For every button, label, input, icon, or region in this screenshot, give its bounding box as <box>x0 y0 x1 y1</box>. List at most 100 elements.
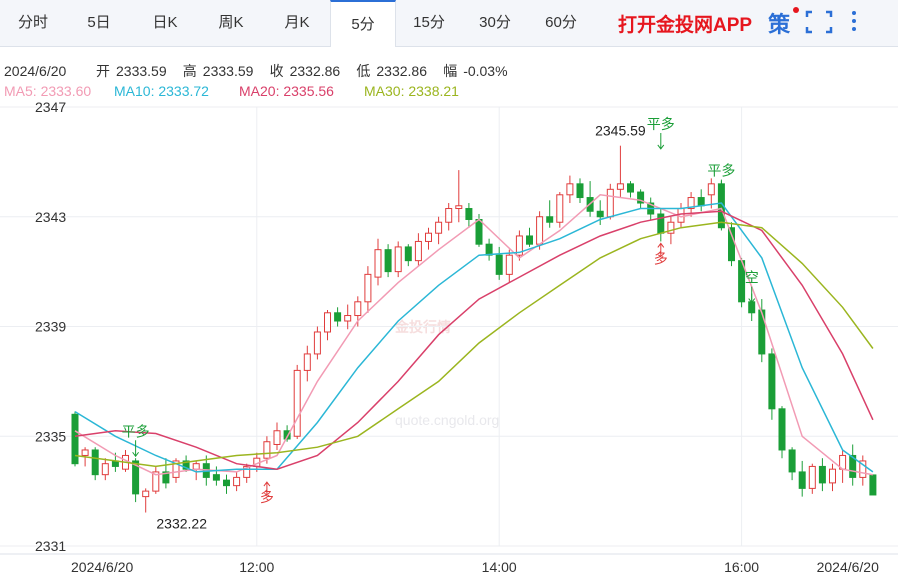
min-label: 2332.22 <box>156 516 207 532</box>
candle-body <box>849 454 857 478</box>
candle-body <box>182 460 190 470</box>
candle-body <box>172 460 180 478</box>
candle-body <box>293 369 301 437</box>
legend-entry: MA30: 2338.21 <box>364 83 459 99</box>
candle-body <box>778 408 786 451</box>
signal-label: 平多 <box>122 423 150 439</box>
tab[interactable]: 月K <box>284 14 310 31</box>
x-tick-label: 2024/6/20 <box>817 559 879 575</box>
x-tick-label: 14:00 <box>482 559 517 575</box>
macd-label: MACD <box>22 577 63 579</box>
candle-body <box>576 183 584 199</box>
candle-body <box>192 463 200 470</box>
candle-body <box>748 301 756 314</box>
y-tick-label: 2347 <box>35 99 66 115</box>
x-tick-label: 2024/6/20 <box>71 559 133 575</box>
tab[interactable]: 30分 <box>479 14 511 31</box>
tab[interactable]: 5日 <box>87 14 111 31</box>
candle-body <box>657 213 665 234</box>
candle-body <box>546 216 554 223</box>
signal-label: 空 <box>745 270 759 286</box>
candle-body <box>243 465 251 478</box>
candle-body <box>637 191 645 204</box>
ma-line <box>74 194 874 476</box>
x-tick-label: 16:00 <box>724 559 759 575</box>
candle-body <box>707 183 715 196</box>
info-label: 开 <box>96 63 110 79</box>
candle-body <box>869 474 877 496</box>
candle-body <box>556 194 564 223</box>
candle-body <box>515 235 523 256</box>
info-date: 2024/6/20 <box>4 63 66 79</box>
candle-body <box>485 243 493 256</box>
candle-body <box>162 471 170 484</box>
candle-body <box>758 309 766 355</box>
candle-body <box>394 246 402 273</box>
candle-body <box>435 221 443 234</box>
candle-body <box>606 188 614 218</box>
candle-body <box>697 197 705 207</box>
info-value: -0.03% <box>463 63 507 79</box>
candle-body <box>465 208 473 220</box>
candle-body <box>263 441 271 459</box>
candle-body <box>313 331 321 355</box>
signal-arrow <box>263 481 271 497</box>
candle-body <box>808 465 816 489</box>
strategy-button[interactable]: 策 <box>768 12 791 37</box>
info-label: 低 <box>356 63 370 79</box>
candle-body <box>768 353 776 410</box>
candle-body <box>91 449 99 476</box>
info-value: 2333.59 <box>116 63 167 79</box>
candle-body <box>152 471 160 492</box>
info-label: 幅 <box>443 63 457 79</box>
icons[interactable] <box>792 6 862 36</box>
tab[interactable]: 5分 <box>330 0 396 47</box>
candle-body <box>505 254 513 275</box>
legend-entry: MA5: 2333.60 <box>4 83 91 99</box>
candle-body <box>81 449 89 456</box>
candle-body <box>425 232 432 242</box>
info-value: 2333.59 <box>203 63 254 79</box>
signal-arrow <box>657 132 665 150</box>
candle-body <box>536 216 544 245</box>
candle-body <box>495 254 503 275</box>
macd-label: MACD: -0.07 <box>330 577 411 579</box>
candle-body <box>101 463 109 476</box>
signal-label: 多 <box>260 489 274 505</box>
toolbar-icons[interactable] <box>792 6 862 41</box>
candle-body <box>829 468 836 484</box>
candle-body <box>71 413 79 465</box>
ma-line <box>74 202 874 473</box>
candle-body <box>404 246 412 262</box>
signal-label: 平多 <box>647 116 675 132</box>
signal-arrow <box>132 440 139 458</box>
chart: 2024/6/20 开 2333.59 高 2333.59 收 2332.86 低 2332.8… <box>0 63 898 579</box>
candle-body <box>223 479 230 487</box>
ma-line <box>74 210 874 470</box>
y-tick-label: 2335 <box>35 428 66 444</box>
candle-body <box>596 210 604 218</box>
signal-arrow <box>748 286 756 304</box>
info-value: 2332.86 <box>290 63 341 79</box>
candle-body <box>324 312 331 333</box>
candle-body <box>273 430 281 445</box>
candle-body <box>374 249 382 278</box>
legend-entry: MA20: 2335.56 <box>239 83 334 99</box>
candle-body <box>859 460 867 478</box>
candle-body <box>354 301 362 317</box>
tab[interactable]: 日K <box>152 14 178 31</box>
candle-body <box>788 449 796 473</box>
tab[interactable]: 15分 <box>413 14 445 31</box>
tab[interactable]: 分时 <box>17 14 48 31</box>
tab-bar: 分时 5日 日K 周K 月K 5分 15分 30分 60分 打开金投网APP 策 <box>0 0 898 47</box>
candle-body <box>334 312 342 322</box>
tab[interactable]: 周K <box>218 14 244 31</box>
app-link[interactable]: 打开金投网APP <box>618 14 753 36</box>
y-tick-label: 2331 <box>35 538 66 554</box>
candle-body <box>283 430 291 440</box>
tab[interactable]: 60分 <box>545 14 577 31</box>
candle-body <box>445 208 453 223</box>
candle-body <box>616 183 624 190</box>
candle-body <box>526 235 533 245</box>
